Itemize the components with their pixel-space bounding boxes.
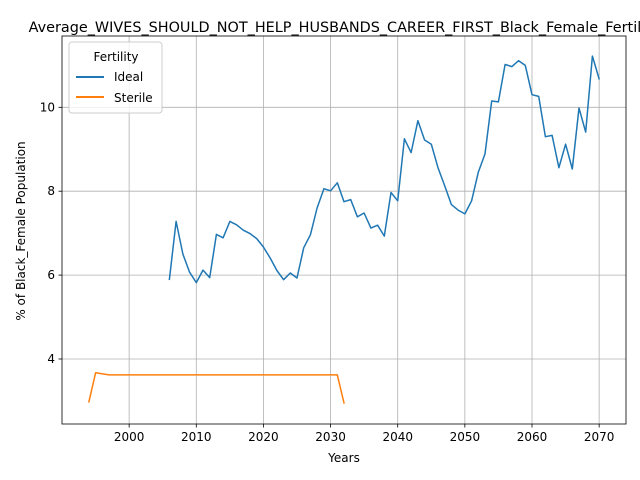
legend: Fertility Ideal Sterile [68, 41, 163, 114]
y-tick-label: 4 [47, 352, 55, 366]
x-tick-label: 2000 [114, 430, 145, 444]
grid [62, 36, 626, 424]
series-line-sterile [88, 372, 345, 404]
legend-title: Fertility [93, 50, 138, 64]
y-axis-label: % of Black_Female Population [14, 141, 28, 320]
x-axis-label: Years [327, 451, 360, 465]
plot-frame [61, 35, 627, 425]
x-tick-label: 2010 [181, 430, 212, 444]
axis-ticks: 2000 2010 2020 2030 2040 2050 2060 2070 4 6 8 10 [40, 100, 615, 444]
x-tick-label: 2050 [450, 430, 481, 444]
legend-label-ideal: Ideal [114, 70, 143, 84]
x-tick-label: 2030 [315, 430, 346, 444]
y-tick-label: 10 [40, 100, 55, 114]
legend-label-sterile: Sterile [114, 91, 153, 105]
x-tick-label: 2070 [584, 430, 615, 444]
x-tick-label: 2040 [382, 430, 413, 444]
y-tick-label: 8 [47, 184, 55, 198]
y-tick-label: 6 [47, 268, 55, 282]
chart-title: Average_WIVES_SHOULD_NOT_HELP_HUSBANDS_C… [29, 20, 640, 36]
x-tick-label: 2060 [517, 430, 548, 444]
x-tick-label: 2020 [248, 430, 279, 444]
series-group [88, 55, 601, 404]
series-line-ideal [168, 55, 601, 284]
legend-box [68, 41, 163, 114]
